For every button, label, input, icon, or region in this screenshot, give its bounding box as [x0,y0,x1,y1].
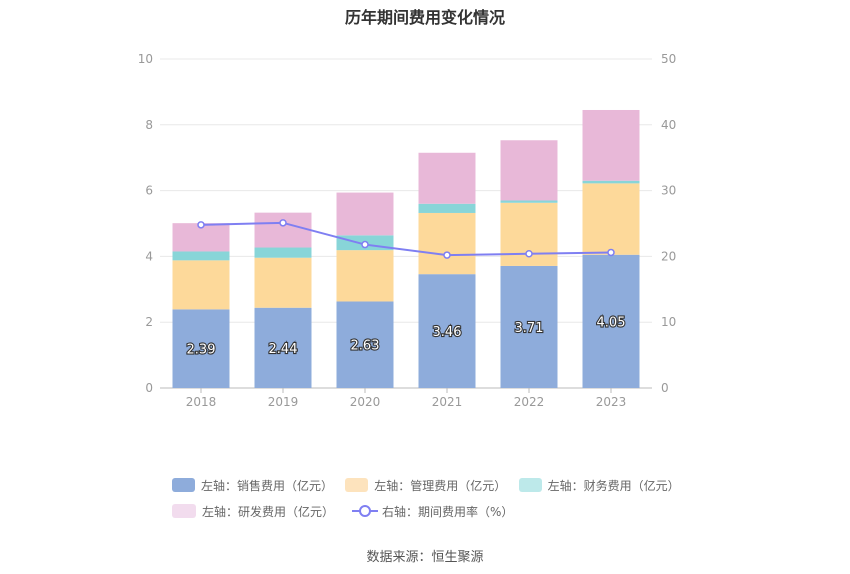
bar-data-label: 3.46 [433,325,462,340]
bar-sales [336,301,394,388]
legend-label-finance: 左轴：财务费用（亿元） [547,478,680,493]
x-axis-tick-label: 2019 [268,395,299,409]
bar-management [418,212,476,275]
bar-rnd [418,152,476,204]
rate-point [361,240,369,249]
right-axis-tick-label: 20 [661,249,676,263]
legend-item-sales[interactable]: 左轴：销售费用（亿元） [172,477,333,494]
bar-management [254,257,312,308]
bar-finance [500,200,558,203]
rate-point [197,221,205,229]
left-axis-tick-label: 8 [145,118,153,132]
legend-swatch-management [345,478,369,492]
x-axis-tick-label: 2023 [596,395,627,409]
right-axis-tick-label: 30 [661,184,676,198]
x-axis-tick-label: 2022 [514,395,545,409]
legend-swatch-sales [172,478,195,492]
legend-item-rate[interactable]: 右轴：期间费用率（%） [352,503,513,520]
x-axis-tick-label: 2020 [350,395,381,409]
legend-row-2: 左轴：研发费用（亿元） 右轴：期间费用率（%） [172,498,692,524]
rate-point [607,248,615,257]
left-axis-tick-label: 4 [145,249,153,263]
left-axis-tick-label: 6 [145,184,153,198]
legend-swatch-rate [352,504,379,518]
legend-label-rate: 右轴：期间费用率（%） [382,504,514,519]
legend-label-rnd: 左轴：研发费用（亿元） [202,504,335,519]
right-axis-tick-label: 50 [661,52,676,66]
bar-data-label: 2.39 [187,343,216,358]
bar-finance [172,251,230,261]
bar-rnd [500,140,558,201]
bar-sales [172,309,230,388]
legend-swatch-rnd [172,504,196,518]
data-source: 数据来源：恒生聚源 [366,550,484,565]
x-axis-tick-label: 2021 [432,395,463,409]
left-axis-tick-label: 10 [138,52,153,66]
left-axis-tick-label: 2 [145,315,153,329]
rate-point [443,251,451,259]
rate-point [279,219,287,227]
bar-finance [582,180,640,184]
rate-point [525,250,533,258]
bar-rnd [582,109,640,181]
legend-swatch-finance [518,478,542,492]
bar-rnd [254,212,312,248]
bar-data-label: 2.63 [351,339,380,354]
bar-sales [500,265,558,388]
bar-sales [418,274,476,388]
left-axis-tick-label: 0 [145,381,153,395]
bar-data-label: 3.71 [515,321,544,336]
bar-sales [254,307,312,388]
chart-legend: 左轴：销售费用（亿元） 左轴：管理费用（亿元） 左轴：财务费用（亿元） 左轴：研… [172,472,692,524]
bar-data-label: 4.05 [597,315,626,330]
bar-management [172,260,230,310]
chart-title: 历年期间费用变化情况 [344,8,505,27]
bar-management [336,250,394,302]
x-axis-tick-label: 2018 [186,395,217,409]
legend-item-rnd[interactable]: 左轴：研发费用（亿元） [172,503,334,520]
bar-finance [254,247,312,258]
legend-item-management[interactable]: 左轴：管理费用（亿元） [345,477,507,494]
rate-line [200,221,612,257]
bar-management [582,183,640,255]
legend-item-finance[interactable]: 左轴：财务费用（亿元） [518,477,680,494]
right-axis-tick-label: 10 [661,315,676,329]
right-axis-tick-label: 0 [661,381,669,395]
bar-sales [582,254,640,388]
bar-rnd [336,192,394,236]
legend-row-1: 左轴：销售费用（亿元） 左轴：管理费用（亿元） 左轴：财务费用（亿元） [172,472,692,498]
legend-label-management: 左轴：管理费用（亿元） [374,478,507,493]
bar-data-label: 2.44 [269,342,298,357]
right-axis-tick-label: 40 [661,118,676,132]
legend-label-sales: 左轴：销售费用（亿元） [200,478,333,493]
bar-finance [418,203,476,213]
